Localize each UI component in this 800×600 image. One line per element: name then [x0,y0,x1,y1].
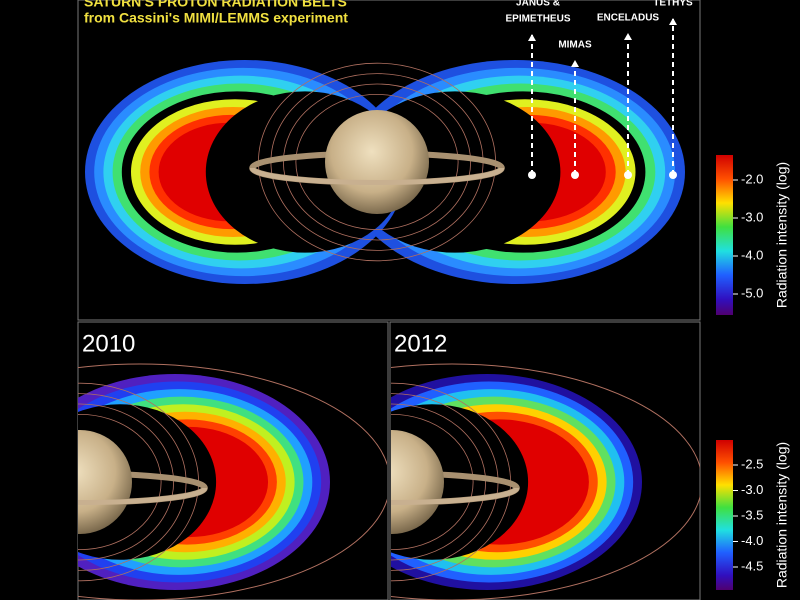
orbit [391,403,486,561]
colorbar-tick-label: -4.5 [741,558,763,573]
moon-label: MIMAS [558,40,592,51]
moon-dot [528,171,536,179]
ring-front [391,487,520,506]
colorbar-tick-label: -4.0 [741,533,763,548]
colorbar-tick-label: -4.0 [741,247,763,262]
colorbar-tick-label: -3.5 [741,507,763,522]
orbit [78,363,387,600]
colorbar [716,440,733,590]
title: SATURN'S PROTON RADIATION BELTS [84,0,347,10]
moon-dot [669,171,677,179]
moon-dot [624,171,632,179]
orbit [295,94,459,230]
colorbar-label: Radiation intensity (log) [774,162,790,308]
colorbar-tick-label: -3.0 [741,209,763,224]
moon-label: TETHYS [653,0,693,9]
moon-label: ENCELADUS [597,13,660,24]
panel-year: 2010 [82,330,135,357]
orbit [391,414,474,550]
arrow-head [624,33,632,40]
moon-label: EPIMETHEUS [505,14,570,25]
colorbar [716,155,733,315]
ring-front [249,167,505,186]
subtitle: from Cassini's MIMI/LEMMS experiment [84,10,348,26]
belts-top [85,60,685,284]
orbit [282,83,471,241]
orbit [78,403,174,561]
colorbar-tick-label: -2.0 [741,171,763,186]
colorbar-tick-label: -3.0 [741,482,763,497]
colorbar-tick-label: -2.5 [741,456,763,471]
colorbar-tick-label: -5.0 [741,285,763,300]
arrow-head [571,60,579,67]
belts-2010 [78,363,387,600]
arrow-head [528,34,536,41]
ring-front [78,487,208,506]
panel-year: 2012 [394,330,447,357]
saturn [391,430,444,534]
colorbar-label: Radiation intensity (log) [774,442,790,588]
orbit [391,363,700,600]
arrow-head [669,18,677,25]
saturn [78,430,132,534]
moon-label: JANUS & [516,0,560,9]
orbit [78,414,162,550]
saturn [325,110,429,214]
moon-dot [571,171,579,179]
belts-2012 [391,363,700,600]
